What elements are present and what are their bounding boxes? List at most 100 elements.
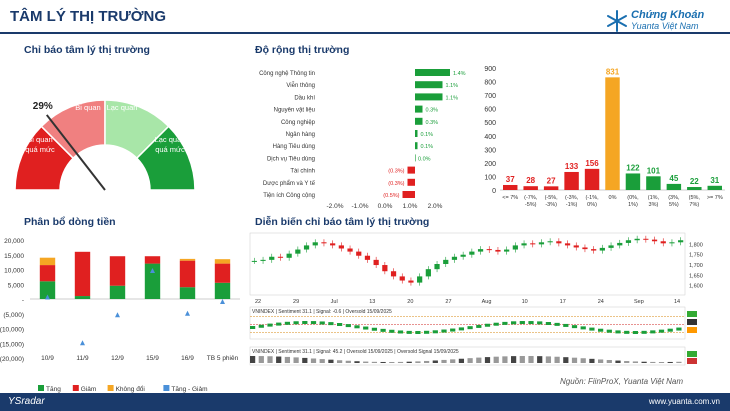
- price-candle: [295, 249, 301, 254]
- dist-x-tick: (-5%,: [545, 195, 559, 201]
- dist-x-tick: (-7%,: [524, 195, 538, 201]
- gauge-segment-label: quá mức: [155, 145, 185, 154]
- dist-y-tick: 300: [484, 147, 496, 154]
- sector-bar: [407, 166, 415, 174]
- flow-y-tick: (20,000): [0, 356, 24, 363]
- sector-value-label: 0.3%: [426, 108, 439, 114]
- dist-value-label: 156: [585, 159, 599, 168]
- flow-y-tick: -: [22, 297, 24, 304]
- flow-y-tick: 10,000: [4, 268, 24, 275]
- price-candle: [399, 276, 405, 281]
- sentiment-volume-bar: [554, 356, 560, 363]
- sentiment-volume-bar: [650, 361, 656, 363]
- sentiment-bar: [519, 321, 525, 325]
- source-note: Nguồn: FiinProX, Yuanta Việt Nam: [560, 377, 684, 386]
- sentiment-volume-bar: [615, 360, 621, 363]
- flow-legend-swatch: [107, 385, 114, 391]
- dist-value-label: 133: [565, 162, 579, 171]
- sentiment-bar: [624, 330, 630, 334]
- page-title: TÂM LÝ THỊ TRƯỜNG: [10, 8, 167, 25]
- dist-value-label: 45: [669, 174, 678, 183]
- flow-bar-Không đổi: [214, 259, 231, 264]
- sentiment-bar: [641, 330, 647, 334]
- sentiment-volume-bar: [354, 361, 360, 363]
- flow-y-tick: (10,000): [0, 327, 24, 334]
- price-candle: [538, 242, 545, 245]
- sentiment-volume-bar: [528, 356, 534, 363]
- flow-legend-label: Giảm: [81, 386, 97, 393]
- sentiment-volume-bar: [641, 361, 647, 363]
- dist-x-tick: -5%): [525, 202, 537, 208]
- dist-x-tick: (3%,: [668, 195, 680, 201]
- sentiment-volume-bar: [380, 361, 386, 363]
- price-x-tick: 24: [598, 299, 604, 305]
- flow-x-tick: 12/9: [111, 355, 124, 362]
- dist-bar: [625, 173, 641, 190]
- dist-x-tick: <= 7%: [502, 195, 518, 201]
- dist-x-tick: (-3%,: [565, 195, 579, 201]
- sentiment-volume-bar: [450, 359, 456, 363]
- sentiment-volume-bar: [545, 356, 552, 363]
- price-candle: [608, 245, 614, 248]
- sector-label: Viễn thông: [286, 82, 315, 89]
- sentiment-volume-bar: [415, 361, 421, 363]
- section-title-breadth: Độ rộng thị trường: [255, 44, 350, 56]
- price-candle: [512, 245, 518, 250]
- section-title-gauge: Chỉ báo tâm lý thị trường: [24, 44, 150, 56]
- price-candle: [321, 242, 327, 244]
- sentiment-bar: [397, 330, 404, 334]
- sentiment-value-tag: [687, 319, 697, 325]
- dist-value-label: 22: [690, 177, 699, 186]
- price-candle: [678, 240, 684, 243]
- sector-label: Dầu khí: [294, 95, 315, 101]
- price-candle: [530, 243, 536, 245]
- sentiment-volume-bar: [310, 358, 317, 363]
- price-candle: [477, 249, 484, 252]
- price-candle: [469, 251, 475, 255]
- flow-legend-label: Tăng - Giảm: [171, 386, 207, 393]
- price-candle: [443, 259, 449, 264]
- price-y-tick: 1,800: [689, 242, 703, 248]
- flow-bar-Tăng: [39, 281, 56, 299]
- sentiment-volume-bar: [476, 357, 482, 363]
- flow-legend-label: Tăng: [46, 386, 61, 393]
- sector-x-tick: 0.0%: [378, 203, 393, 210]
- price-candle: [504, 249, 510, 252]
- sentiment-volume-bar: [589, 358, 595, 363]
- money-flow-chart: 20,000 15,000 10,000 5,000 - (5,000) (10,000) (…: [0, 238, 240, 393]
- dist-x-tick: -1%): [566, 202, 578, 208]
- dist-x-tick: (1%,: [648, 195, 660, 201]
- price-candle: [521, 243, 527, 246]
- price-candle: [573, 245, 579, 248]
- sector-label: Tiện ích Công cộng: [263, 193, 315, 199]
- price-candle: [617, 242, 623, 246]
- sentiment-bar: [337, 323, 343, 327]
- dist-bar: [687, 187, 702, 190]
- dist-y-tick: 700: [484, 93, 496, 100]
- dist-value-label: 37: [506, 175, 515, 184]
- price-candle: [669, 242, 675, 244]
- price-candle: [599, 247, 605, 251]
- sector-bar-chart: Công nghệ Thông tin 1.4% Viễn thông 1.1% Dầu…: [259, 69, 466, 210]
- sentiment-bar: [545, 322, 552, 326]
- sentiment-volume-bar: [519, 356, 525, 363]
- sentiment-bar: [476, 324, 482, 328]
- price-x-tick: Jul: [331, 299, 338, 305]
- sentiment-volume-bar: [371, 361, 378, 363]
- flow-y-tick: (5,000): [3, 312, 24, 319]
- sentiment-bar: [563, 323, 569, 327]
- dist-value-label: 28: [526, 176, 535, 185]
- sector-bar: [402, 191, 415, 198]
- sentiment-volume-bar: [337, 360, 343, 363]
- sentiment-bar: [354, 325, 360, 329]
- sentiment-volume-bar: [284, 356, 291, 363]
- price-candle: [303, 245, 310, 250]
- dist-value-label: 101: [647, 166, 661, 175]
- sector-label: Dược phẩm và Y tế: [263, 180, 316, 187]
- dist-value-label: 831: [606, 67, 620, 76]
- dist-value-label: 122: [626, 163, 640, 172]
- price-candle: [347, 248, 353, 252]
- price-candle: [338, 245, 344, 249]
- gauge-value-label: 29%: [33, 101, 53, 112]
- price-x-tick: Sep: [634, 299, 644, 305]
